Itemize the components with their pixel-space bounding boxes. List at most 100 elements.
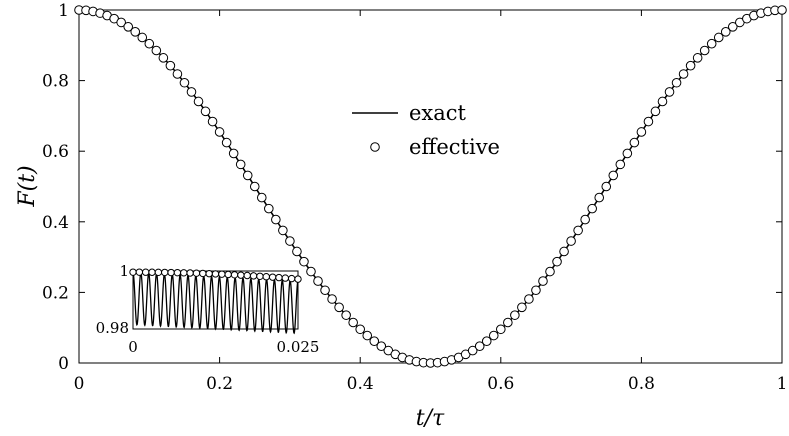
series-effective-point xyxy=(552,256,562,267)
series-effective-point xyxy=(545,266,555,277)
series-effective-point xyxy=(699,45,710,56)
x-tick-label: 0.4 xyxy=(347,374,374,394)
series-effective-point xyxy=(608,170,619,181)
legend-label-effective: effective xyxy=(409,135,500,159)
series-effective-point xyxy=(186,87,197,97)
inset-effective-point xyxy=(173,268,182,277)
series-effective-point xyxy=(566,236,576,246)
series-effective-point xyxy=(313,276,323,286)
x-tick-label: 0.2 xyxy=(206,374,233,394)
inset-effective-point xyxy=(237,271,245,279)
series-effective-point xyxy=(144,38,155,49)
series-effective-point xyxy=(678,69,689,79)
series-effective-point xyxy=(165,60,176,71)
series-effective-point xyxy=(264,203,274,214)
series-effective-point xyxy=(657,96,668,107)
series-effective-point xyxy=(777,5,787,15)
series-effective-point xyxy=(580,214,590,225)
inset-effective-point xyxy=(180,269,188,277)
series-effective-point xyxy=(256,192,267,203)
series-effective-point xyxy=(510,310,520,320)
series-effective-point xyxy=(306,266,316,277)
inset-effective-point xyxy=(268,273,277,281)
series-effective-point xyxy=(467,345,478,356)
series-effective-point xyxy=(348,317,358,328)
inset-effective-point xyxy=(262,273,270,281)
series-effective-point xyxy=(727,22,738,32)
series-effective-point xyxy=(664,87,675,97)
inset-effective-point xyxy=(211,270,220,278)
series-effective-point xyxy=(278,225,288,236)
main-ticks: 0 0.2 0.4 0.6 0.8 1 0 0.2 0.4 0.6 0.8 1 xyxy=(42,1,787,394)
series-effective-point xyxy=(720,27,731,37)
series-effective-point xyxy=(214,127,225,137)
inset-x-tick-max: 0.025 xyxy=(277,338,320,356)
series-effective-point xyxy=(531,285,541,296)
series-effective-point xyxy=(137,32,148,43)
series-effective-point xyxy=(692,53,703,63)
series-effective-point xyxy=(355,324,366,335)
series-effective-point xyxy=(334,302,344,313)
series-effective-point xyxy=(587,203,597,214)
inset-effective-point xyxy=(287,274,296,283)
inset-effective-point xyxy=(294,275,302,283)
inset: 1 0.98 0 0.025 xyxy=(96,262,320,356)
y-axis-label: F(t) xyxy=(15,165,40,207)
series-effective-point xyxy=(671,77,682,88)
series-effective-point xyxy=(601,181,612,192)
inset-series xyxy=(129,268,302,335)
series-effective-point xyxy=(151,45,162,56)
series-effective-point xyxy=(200,106,211,117)
inset-effective-point xyxy=(256,272,264,280)
x-tick-label: 0.8 xyxy=(628,374,655,394)
inset-exact-line xyxy=(132,271,299,335)
inset-effective-point xyxy=(135,268,144,276)
y-tick-label: 0 xyxy=(58,354,69,374)
series-effective-point xyxy=(179,77,190,88)
inset-effective-point xyxy=(218,270,226,278)
series-effective-point xyxy=(496,324,506,335)
y-tick-label: 0.8 xyxy=(42,72,69,92)
inset-x-tick-min: 0 xyxy=(128,338,138,356)
series-effective-point xyxy=(615,159,626,170)
series-effective-point xyxy=(559,246,569,257)
series-effective-point xyxy=(488,330,499,341)
inset-effective-point xyxy=(129,268,137,276)
series-effective-point xyxy=(116,17,126,28)
x-axis-label: t/τ xyxy=(416,406,445,431)
inset-frame xyxy=(132,270,299,330)
series-effective-point xyxy=(706,38,717,49)
series-effective-point xyxy=(650,106,661,117)
main-series xyxy=(74,5,787,368)
series-effective-point xyxy=(369,336,380,346)
inset-effective-point xyxy=(141,268,150,276)
y-tick-label: 0.6 xyxy=(42,142,69,162)
series-effective-point xyxy=(362,330,373,341)
series-effective-point xyxy=(474,341,485,352)
series-effective-point xyxy=(503,317,513,328)
inset-y-tick-min: 0.98 xyxy=(96,319,129,337)
series-effective-point xyxy=(538,276,548,286)
inset-effective-point xyxy=(167,268,175,277)
series-effective-point xyxy=(235,159,246,170)
series-effective-point xyxy=(713,32,724,43)
inset-effective-point xyxy=(186,269,194,277)
series-effective-point xyxy=(207,116,218,127)
inset-effective-point xyxy=(249,272,258,280)
y-tick-label: 0.2 xyxy=(42,283,69,303)
series-effective-point xyxy=(685,60,696,71)
y-tick-label: 1 xyxy=(58,1,69,21)
series-effective-point xyxy=(327,294,337,304)
series-effective-point xyxy=(228,148,239,159)
series-effective-point xyxy=(242,170,253,181)
series-effective-point xyxy=(481,336,492,346)
inset-effective-point xyxy=(275,273,283,282)
legend-circle-marker xyxy=(370,142,380,152)
series-effective-point xyxy=(376,341,387,352)
series-effective-point xyxy=(643,116,654,127)
inset-effective-point xyxy=(205,269,213,278)
series-effective-point xyxy=(629,137,640,148)
series-effective-point xyxy=(249,181,260,192)
series-effective-point xyxy=(172,69,183,79)
